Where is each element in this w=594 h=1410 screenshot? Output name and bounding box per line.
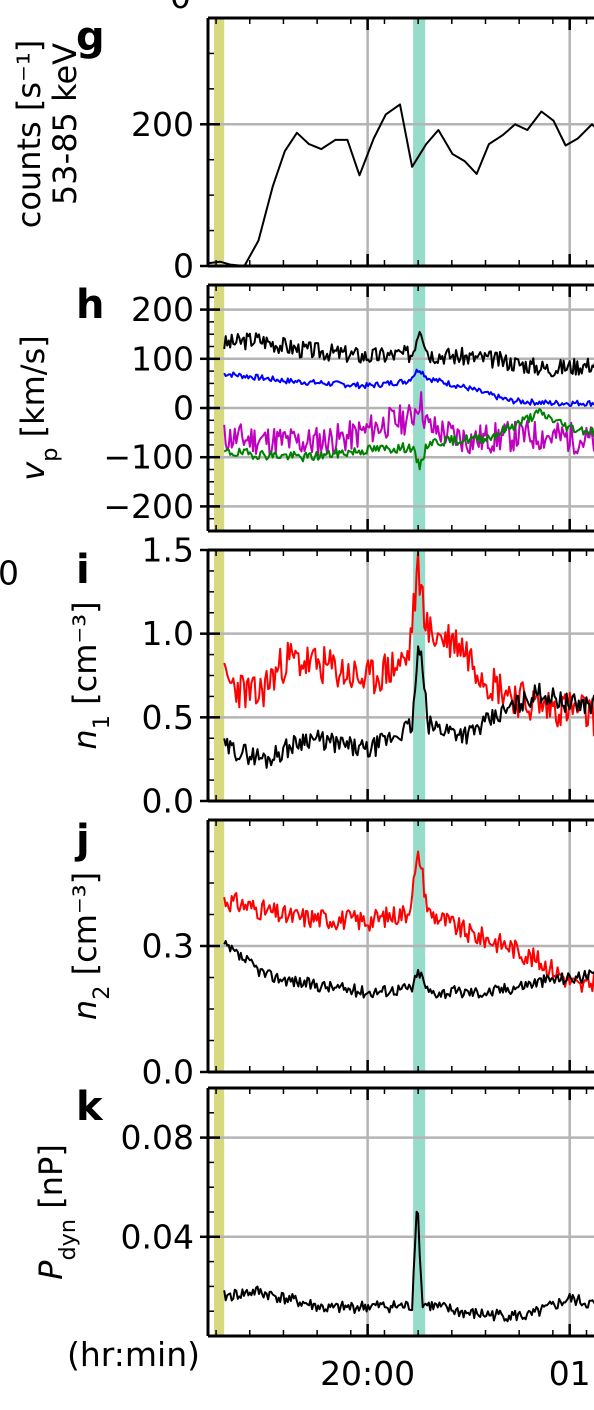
series-line-1 bbox=[223, 850, 594, 993]
event-band-2 bbox=[413, 550, 426, 801]
panel-i: 1.5 1.0 0.5 0.0 i n1 [cm⁻³] bbox=[66, 531, 594, 821]
series-line-1 bbox=[223, 551, 594, 737]
y-tick-label: −100 bbox=[103, 438, 194, 477]
event-band-1 bbox=[214, 18, 225, 266]
y-axis-label: n1 [cm⁻³] bbox=[66, 601, 115, 749]
clipped-tick-label: 0 bbox=[170, 0, 191, 16]
y-tick-label: 0.0 bbox=[142, 1053, 194, 1092]
panel-j: 0.3 0.0 j n2 [cm⁻³] bbox=[66, 817, 594, 1092]
y-tick-label: 0 bbox=[173, 389, 194, 428]
series-line-1 bbox=[223, 1210, 594, 1323]
series-line-2 bbox=[223, 368, 594, 407]
y-tick-label: 200 bbox=[131, 105, 194, 144]
y-tick-label: 0.3 bbox=[142, 927, 194, 966]
panel-letter: g bbox=[76, 14, 105, 60]
y-tick-label: −200 bbox=[103, 487, 194, 526]
y-axis-label-line-1: counts [s⁻¹] bbox=[10, 40, 48, 228]
series-line-3 bbox=[223, 391, 594, 457]
event-band-2 bbox=[413, 1088, 426, 1336]
panel-letter: j bbox=[74, 817, 90, 863]
y-tick-label: 0.5 bbox=[142, 698, 194, 737]
y-axis-label: n2 [cm⁻³] bbox=[66, 872, 115, 1020]
series-line-1 bbox=[207, 103, 594, 267]
y-axis-label: vp [km/s] bbox=[14, 335, 63, 480]
panel-letter: k bbox=[76, 1084, 104, 1130]
panel-h: 200 100 0 −100 −200 h vp [km/s] bbox=[14, 282, 594, 533]
panel-letter: i bbox=[76, 547, 90, 593]
y-tick-label: 200 bbox=[131, 290, 194, 329]
event-band-1 bbox=[214, 550, 225, 801]
series-line-4 bbox=[223, 408, 594, 471]
y-tick-label: 0.08 bbox=[121, 1118, 194, 1157]
series-line-2 bbox=[223, 940, 594, 1000]
y-tick-label: 0.0 bbox=[142, 782, 194, 821]
y-axis-label-line-2: 53-85 keV bbox=[46, 43, 84, 205]
y-tick-label: 1.5 bbox=[142, 531, 194, 570]
y-tick-label: 0 bbox=[173, 247, 194, 286]
x-tick-label: 01 bbox=[549, 1354, 591, 1393]
x-tick-label: 20:00 bbox=[320, 1354, 415, 1393]
y-tick-label: 100 bbox=[131, 339, 194, 378]
x-axis-unit-label: (hr:min) bbox=[67, 1335, 200, 1374]
panel-letter: h bbox=[76, 282, 104, 328]
panel-k: 0.08 0.04 k Pdyn [nP] bbox=[32, 1084, 594, 1338]
panel-g: 0 200 g counts [s⁻¹]53-85 keV bbox=[10, 14, 594, 286]
clipped-tick-label: 0 bbox=[0, 554, 19, 593]
y-tick-label: 1.0 bbox=[142, 614, 194, 653]
series-line-2 bbox=[223, 645, 594, 769]
event-band-2 bbox=[413, 18, 426, 266]
y-axis-label: Pdyn [nP] bbox=[32, 1144, 81, 1280]
event-band-1 bbox=[214, 1088, 225, 1336]
series-line-1 bbox=[223, 330, 594, 378]
y-tick-label: 0.04 bbox=[121, 1217, 194, 1256]
